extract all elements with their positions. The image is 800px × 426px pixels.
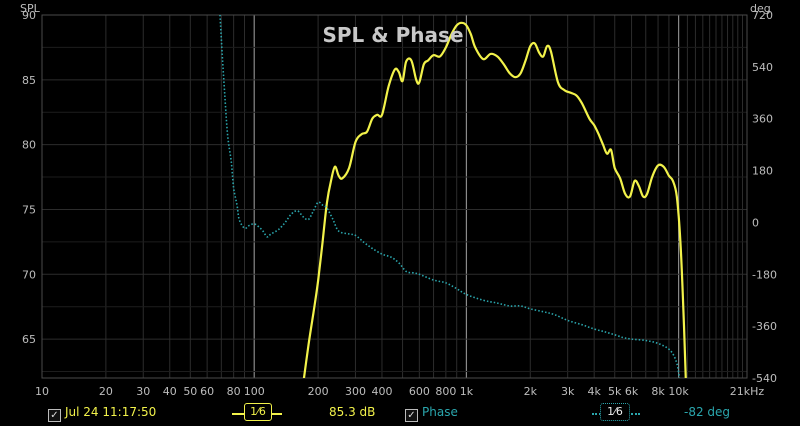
x-tick-label: 21kHz — [730, 385, 765, 398]
phase-value: -82 deg — [684, 405, 731, 419]
phase-label: Phase — [422, 405, 458, 419]
x-tick-label: 6k — [625, 385, 639, 398]
y-left-tick-label: 85 — [22, 74, 36, 87]
x-tick-label: 40 — [163, 385, 177, 398]
y-right-tick-label: -540 — [752, 372, 777, 385]
chart-title: SPL & Phase — [322, 23, 463, 47]
x-tick-label: 1k — [460, 385, 474, 398]
y-right-tick-label: 540 — [752, 61, 773, 74]
y-left-axis-label: SPL — [20, 2, 41, 15]
y-right-tick-label: 180 — [752, 165, 773, 178]
legend-bar: ✓ Jul 24 11:17:50 1⁄6 85.3 dB ✓ Phase 1⁄6 … — [0, 402, 800, 426]
y-left-tick-label: 90 — [22, 9, 36, 22]
x-tick-label: 5k — [608, 385, 622, 398]
y-right-tick-label: 360 — [752, 113, 773, 126]
y-left-tick-label: 80 — [22, 139, 36, 152]
y-right-tick-label: -180 — [752, 268, 777, 281]
spl-timestamp: Jul 24 11:17:50 — [65, 405, 157, 419]
x-tick-label: 60 — [200, 385, 214, 398]
plot-frame — [41, 14, 748, 379]
x-tick-label: 2k — [524, 385, 538, 398]
spl-visibility-checkbox[interactable]: ✓ — [48, 409, 61, 422]
x-tick-label: 10k — [668, 385, 689, 398]
x-tick-label: 80 — [227, 385, 241, 398]
x-tick-label: 3k — [561, 385, 575, 398]
y-right-tick-label: -360 — [752, 320, 777, 333]
x-tick-label: 20 — [99, 385, 113, 398]
x-tick-label: 100 — [244, 385, 265, 398]
x-tick-label: 300 — [345, 385, 366, 398]
y-left-tick-label: 75 — [22, 203, 36, 216]
phase-visibility-checkbox[interactable]: ✓ — [405, 409, 418, 422]
spl-level-value: 85.3 dB — [329, 405, 376, 419]
x-tick-label: 30 — [136, 385, 150, 398]
y-right-tick-label: 720 — [752, 9, 773, 22]
phase-smoothing-button[interactable]: 1⁄6 — [600, 403, 630, 421]
x-tick-label: 8k — [651, 385, 665, 398]
series-legend-phase: ✓ Phase — [405, 405, 458, 422]
x-tick-label: 400 — [371, 385, 392, 398]
spl-series-line — [302, 21, 687, 378]
spl-smoothing-button[interactable]: 1⁄6 — [244, 403, 272, 421]
y-left-tick-label: 65 — [22, 333, 36, 346]
x-tick-label: 800 — [435, 385, 456, 398]
phase-series-line — [219, 15, 681, 378]
x-tick-label: 200 — [308, 385, 329, 398]
series-legend-spl: ✓ Jul 24 11:17:50 — [48, 405, 156, 422]
y-right-tick-label: 0 — [752, 216, 759, 229]
x-tick-label: 10 — [35, 385, 49, 398]
y-left-tick-label: 70 — [22, 268, 36, 281]
x-tick-label: 4k — [587, 385, 601, 398]
x-tick-label: 50 — [183, 385, 197, 398]
y-right-axis-label: deg — [750, 2, 771, 15]
x-tick-label: 600 — [409, 385, 430, 398]
